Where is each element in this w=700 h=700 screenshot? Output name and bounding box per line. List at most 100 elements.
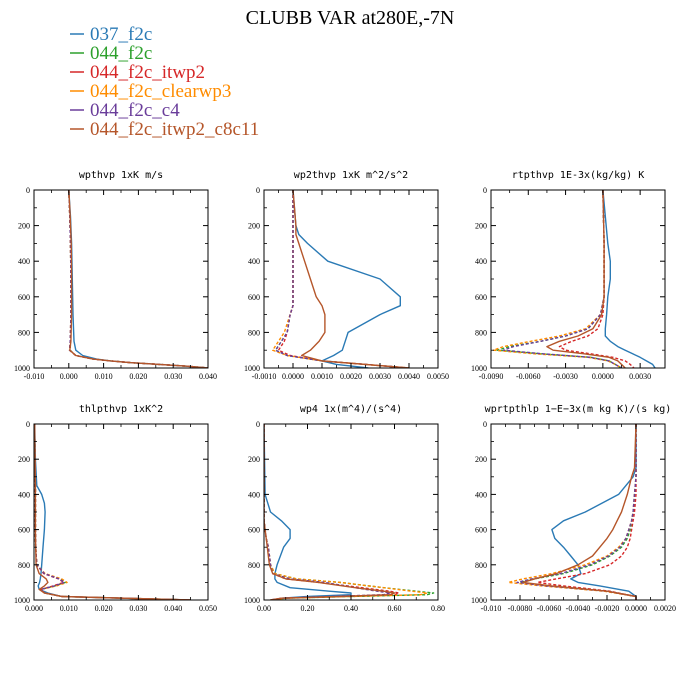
plot-frame [263, 189, 439, 369]
series-line [264, 424, 352, 600]
y-tick-label: 200 [18, 222, 30, 231]
y-tick-label: 1000 [14, 596, 30, 605]
y-tick-label: 400 [18, 257, 30, 266]
x-tick-label: 0.0050 [427, 372, 449, 381]
y-tick-label: 400 [475, 490, 487, 499]
x-tick-label: -0.0010 [252, 372, 277, 381]
x-tick-label: 0.0020 [654, 604, 676, 613]
y-tick-label: 200 [248, 455, 260, 464]
y-tick-label: 800 [18, 328, 30, 337]
series-line [546, 190, 626, 368]
y-tick-label: 200 [475, 455, 487, 464]
series-line [68, 190, 208, 368]
panel-title: wp2thvp 1xK m^2/s^2 [294, 170, 408, 181]
series-line [551, 424, 637, 600]
chart-panel: rtpthvp 1E-3x(kg/kg) K 0 200 400 600 800 1000 -… [471, 170, 666, 381]
series-line [507, 424, 637, 600]
plot-frame [490, 189, 666, 369]
series-line [264, 424, 435, 600]
x-tick-label: -0.0030 [553, 372, 578, 381]
y-tick-label: 800 [475, 561, 487, 570]
x-tick-label: 0.0000 [625, 604, 647, 613]
x-tick-label: 0.000 [60, 372, 78, 381]
series-line [34, 424, 191, 600]
x-tick-label: 0.80 [431, 604, 445, 613]
series-line [519, 424, 637, 600]
x-tick-label: 0.0040 [398, 372, 420, 381]
y-tick-label: 1000 [471, 364, 487, 373]
y-tick-label: 1000 [244, 596, 260, 605]
y-tick-label: 400 [475, 257, 487, 266]
plot-frame [263, 423, 439, 601]
plot-frame [33, 189, 209, 369]
x-tick-label: 0.020 [95, 604, 113, 613]
x-tick-label: 0.0000 [282, 372, 304, 381]
series-line [264, 424, 400, 600]
y-tick-label: 0 [483, 186, 487, 195]
x-tick-label: 0.60 [388, 604, 402, 613]
series-line [264, 424, 396, 600]
y-tick-label: 800 [248, 328, 260, 337]
x-tick-label: 0.040 [199, 372, 217, 381]
series-line [492, 190, 622, 368]
legend-entry: 044_f2c_clearwp3 [70, 81, 231, 102]
y-tick-label: 600 [475, 293, 487, 302]
y-tick-label: 1000 [244, 364, 260, 373]
y-tick-label: 600 [18, 526, 30, 535]
plot-frame [33, 423, 209, 601]
legend-label: 044_f2c_itwp2_c8c11 [90, 119, 259, 140]
series-line [34, 424, 191, 600]
y-tick-label: 1000 [471, 596, 487, 605]
y-tick-label: 200 [475, 222, 487, 231]
y-tick-label: 800 [248, 561, 260, 570]
series-line [68, 190, 208, 368]
y-tick-label: 400 [18, 490, 30, 499]
x-tick-label: 0.0030 [629, 372, 651, 381]
series-line [277, 190, 410, 368]
x-tick-label: 0.0010 [311, 372, 333, 381]
x-tick-label: 0.010 [60, 604, 78, 613]
panel-title: thlpthvp 1xK^2 [79, 404, 163, 415]
x-tick-label: 0.0020 [340, 372, 362, 381]
y-tick-label: 0 [256, 186, 260, 195]
x-tick-label: 0.0000 [592, 372, 614, 381]
series-line [68, 190, 208, 368]
series-line [68, 190, 208, 368]
x-tick-label: 0.030 [164, 372, 182, 381]
legend-entry: 044_f2c_c4 [70, 100, 180, 121]
x-tick-label: 0.0030 [369, 372, 391, 381]
x-tick-label: 0.030 [129, 604, 147, 613]
y-tick-label: 0 [483, 420, 487, 429]
x-tick-label: -0.010 [481, 604, 502, 613]
panel-title: wp4 1x(m^4)/(s^4) [300, 404, 402, 415]
x-tick-label: -0.0060 [537, 604, 562, 613]
series-line [602, 190, 656, 368]
chart-panel: wprtpthlp 1−E−3x(m kg K)/(s kg) 0 200 400 60… [471, 404, 676, 613]
series-line [264, 424, 391, 600]
series-line [558, 190, 635, 368]
panel-title: wpthvp 1xK m/s [79, 170, 163, 181]
y-tick-label: 0 [256, 420, 260, 429]
chart-panel: wpthvp 1xK m/s 0 200 400 600 800 1000-0.010 0.0… [14, 170, 217, 381]
series-line [264, 424, 428, 600]
x-tick-label: -0.010 [24, 372, 45, 381]
series-line [34, 424, 191, 600]
legend-entry: 044_f2c_itwp2 [70, 62, 205, 83]
y-tick-label: 200 [18, 455, 30, 464]
y-tick-label: 800 [475, 328, 487, 337]
panel-title: rtpthvp 1E-3x(kg/kg) K [512, 170, 644, 181]
y-tick-label: 800 [18, 561, 30, 570]
panel-title: wprtpthlp 1−E−3x(m kg K)/(s kg) [485, 404, 672, 415]
figure-title: CLUBB VAR at280E,-7N [246, 7, 455, 29]
series-line [522, 424, 637, 600]
x-tick-label: -0.0040 [566, 604, 591, 613]
chart-panel: wp2thvp 1xK m^2/s^2 0 200 400 600 800 1000-0.0… [244, 170, 449, 381]
series-line [292, 190, 410, 368]
legend-label: 044_f2c_c4 [90, 100, 180, 121]
legend-label: 044_f2c [90, 43, 152, 64]
series-line [68, 190, 208, 368]
x-tick-label: -0.0080 [508, 604, 533, 613]
